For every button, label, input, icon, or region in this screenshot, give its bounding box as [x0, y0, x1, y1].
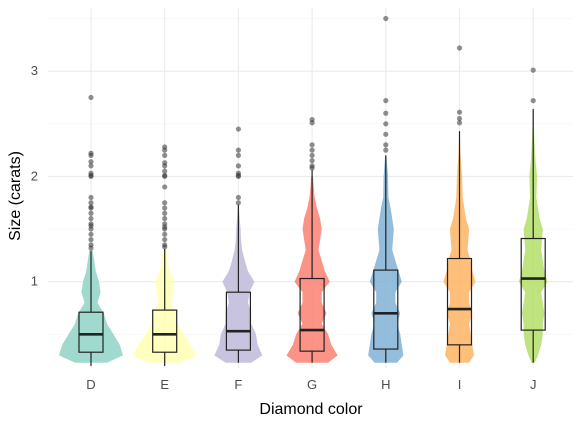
outlier-point-H	[383, 131, 389, 137]
outlier-point-E	[162, 226, 168, 232]
outlier-point-D	[88, 163, 94, 169]
outlier-point-F	[235, 152, 241, 158]
outlier-point-D	[88, 226, 94, 232]
outlier-point-G	[309, 158, 315, 164]
box-E	[152, 309, 178, 353]
x-tick-label-F: F	[234, 377, 242, 392]
outlier-point-F	[235, 163, 241, 169]
outlier-point-G	[309, 147, 315, 153]
outlier-point-E	[162, 210, 168, 216]
outlier-point-E	[162, 163, 168, 169]
outlier-point-F	[235, 200, 241, 206]
outlier-point-J	[530, 67, 536, 73]
x-tick-label-G: G	[307, 377, 317, 392]
box-F	[225, 291, 251, 351]
y-tick-labels: 1 2 3	[31, 63, 38, 289]
outlier-point-I	[456, 109, 463, 115]
outlier-point-E	[162, 168, 168, 174]
outlier-point-G	[309, 120, 315, 126]
outlier-point-E	[162, 231, 168, 237]
outlier-point-H	[383, 147, 389, 153]
box-J	[520, 237, 546, 331]
x-tick-label-D: D	[86, 377, 95, 392]
outlier-point-I	[456, 45, 463, 51]
x-tick-label-E: E	[160, 377, 169, 392]
x-tick-label-I: I	[458, 377, 462, 392]
outlier-point-F	[235, 147, 241, 153]
outlier-point-D	[88, 245, 94, 251]
outlier-point-D	[88, 159, 94, 165]
outlier-point-H	[383, 110, 389, 116]
violins	[59, 113, 548, 363]
outlier-point-E	[162, 200, 168, 206]
y-axis-title: Size (carats)	[7, 151, 24, 241]
outlier-point-D	[88, 215, 94, 222]
outlier-point-H	[383, 121, 389, 127]
boxplots	[78, 109, 546, 366]
outlier-point-D	[88, 200, 94, 206]
outlier-point-F	[235, 126, 241, 132]
outlier-points	[88, 15, 536, 251]
outlier-point-G	[309, 152, 315, 158]
outlier-point-I	[456, 120, 463, 126]
box-D	[78, 311, 104, 353]
outlier-point-I	[456, 115, 463, 122]
outlier-point-E	[162, 244, 168, 250]
outlier-point-E	[162, 173, 168, 180]
outlier-point-J	[530, 98, 536, 104]
y-tick-label: 2	[31, 168, 38, 183]
outlier-point-H	[383, 142, 389, 148]
outlier-point-E	[162, 215, 168, 222]
outlier-point-E	[162, 184, 168, 190]
box-H	[373, 269, 399, 350]
outlier-point-D	[88, 173, 94, 180]
outlier-point-D	[88, 210, 94, 216]
box-G	[299, 277, 325, 352]
y-tick-label: 3	[31, 63, 38, 78]
outlier-point-D	[88, 94, 94, 101]
box-I	[446, 257, 473, 346]
x-tick-labels: D E F G H I J	[86, 377, 536, 392]
outlier-point-E	[162, 205, 168, 211]
outlier-point-G	[309, 142, 315, 148]
outlier-point-G	[309, 165, 315, 171]
y-tick-label: 1	[31, 274, 38, 289]
outlier-point-F	[235, 194, 241, 201]
outlier-point-D	[88, 194, 94, 201]
x-tick-label-J: J	[530, 377, 537, 392]
outlier-point-D	[88, 152, 94, 158]
outlier-point-E	[162, 236, 168, 243]
outlier-point-D	[88, 231, 94, 237]
outlier-point-H	[383, 15, 389, 22]
x-axis-title: Diamond color	[259, 401, 363, 418]
outlier-point-D	[88, 205, 94, 211]
outlier-point-F	[235, 173, 241, 180]
x-tick-label-H: H	[381, 377, 390, 392]
outlier-point-E	[162, 147, 168, 153]
outlier-point-H	[383, 98, 389, 104]
outlier-point-E	[162, 152, 168, 158]
outlier-point-D	[88, 236, 94, 243]
